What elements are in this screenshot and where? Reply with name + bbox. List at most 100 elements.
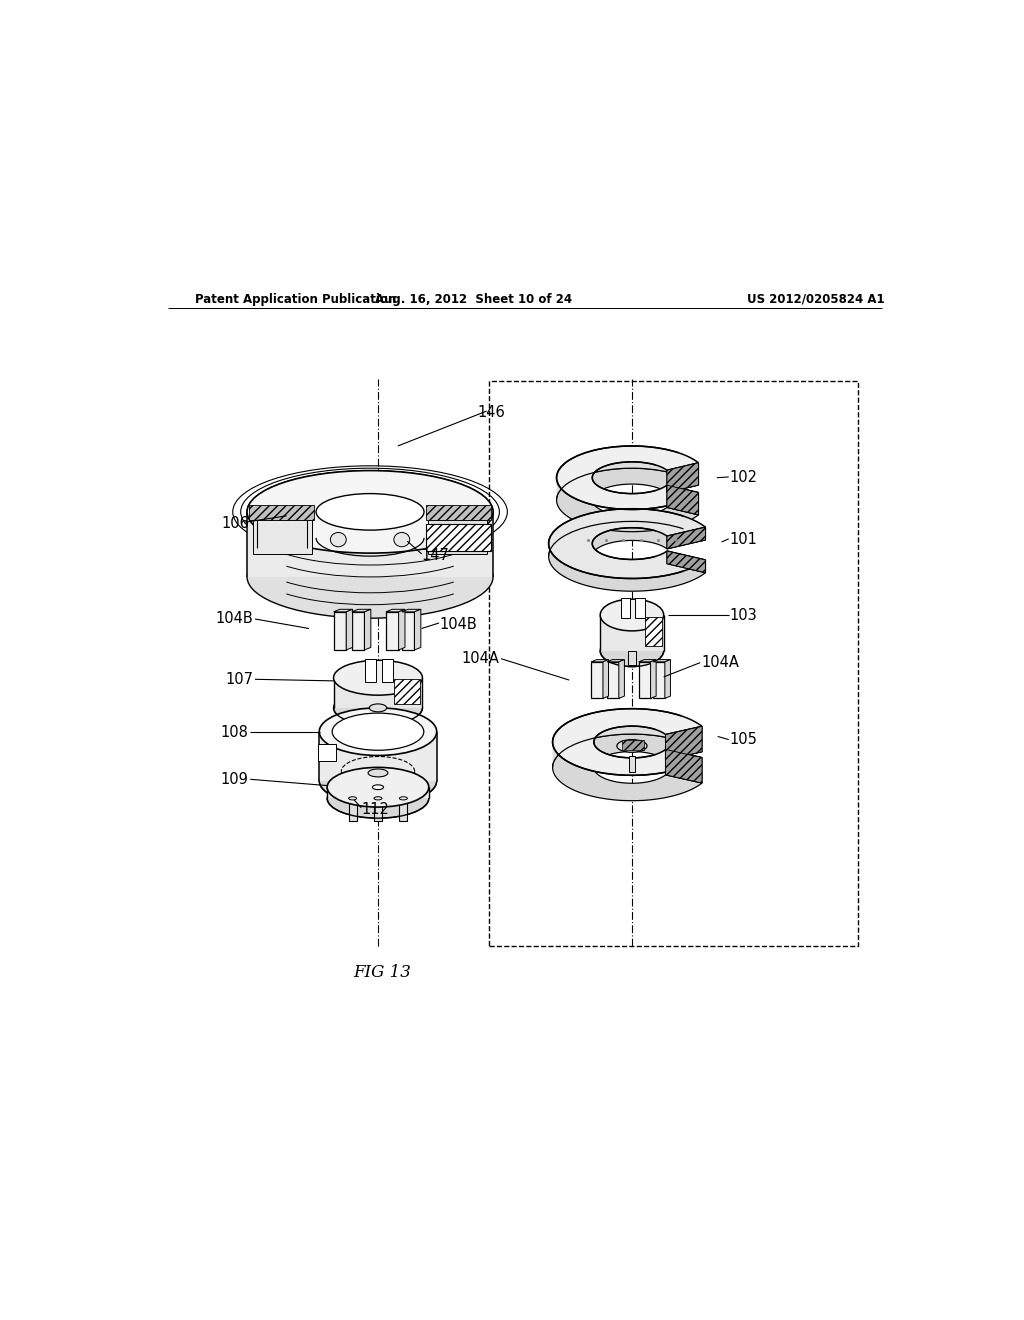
Polygon shape [667,550,706,573]
Polygon shape [426,524,492,550]
Bar [621,598,631,618]
Text: 109: 109 [221,772,249,787]
Text: FIG 13: FIG 13 [353,964,411,981]
Ellipse shape [394,532,410,546]
Polygon shape [334,677,423,708]
Text: 104B: 104B [440,616,477,632]
Ellipse shape [331,532,346,546]
Text: US 2012/0205824 A1: US 2012/0205824 A1 [748,293,885,306]
Polygon shape [249,506,314,520]
Ellipse shape [370,704,387,711]
Polygon shape [553,734,702,801]
Text: 104A: 104A [701,655,739,671]
Bar [352,612,365,649]
Polygon shape [549,508,706,578]
Ellipse shape [319,758,436,805]
Ellipse shape [316,494,424,531]
Polygon shape [401,610,421,612]
Polygon shape [639,660,656,661]
Ellipse shape [374,797,382,800]
Ellipse shape [328,779,429,818]
Ellipse shape [247,471,494,553]
Ellipse shape [616,739,647,752]
Polygon shape [557,446,698,500]
Polygon shape [557,469,698,532]
Polygon shape [666,726,702,760]
Bar [635,598,645,618]
Text: 103: 103 [729,607,758,623]
Polygon shape [629,756,635,772]
Bar [401,612,415,649]
Polygon shape [666,750,702,783]
Text: 102: 102 [729,470,758,486]
Polygon shape [591,660,608,661]
Polygon shape [549,521,706,591]
Bar [639,661,650,698]
Polygon shape [665,660,671,698]
Bar [591,661,603,698]
Ellipse shape [332,713,424,750]
Polygon shape [426,506,492,520]
Polygon shape [394,680,420,704]
Polygon shape [348,799,356,821]
Polygon shape [557,446,698,510]
Polygon shape [365,610,371,649]
Polygon shape [623,741,644,750]
Polygon shape [600,615,664,651]
Polygon shape [650,660,656,698]
Text: 101: 101 [729,532,758,546]
Bar [318,744,336,762]
Polygon shape [667,463,698,492]
Polygon shape [319,731,436,781]
Polygon shape [667,463,698,492]
Polygon shape [667,527,706,549]
Polygon shape [603,660,608,698]
Text: Aug. 16, 2012  Sheet 10 of 24: Aug. 16, 2012 Sheet 10 of 24 [375,293,571,306]
Polygon shape [398,610,404,649]
Polygon shape [653,660,671,661]
Text: 147: 147 [422,548,450,564]
Polygon shape [334,610,352,612]
Ellipse shape [328,767,429,807]
Ellipse shape [600,635,664,667]
Polygon shape [645,618,663,645]
Text: 104B: 104B [216,611,253,627]
Polygon shape [247,512,494,577]
Bar [366,660,377,681]
Polygon shape [399,799,408,821]
Polygon shape [667,550,706,573]
Polygon shape [553,709,702,767]
Text: 112: 112 [361,803,389,817]
Text: 105: 105 [729,733,758,747]
Polygon shape [346,610,352,649]
Polygon shape [328,787,429,799]
Ellipse shape [368,770,388,777]
Text: 104A: 104A [462,651,500,667]
Polygon shape [553,709,702,775]
Polygon shape [386,610,404,612]
Polygon shape [667,527,706,549]
Text: 146: 146 [477,405,505,420]
Polygon shape [666,750,702,783]
Polygon shape [607,660,625,661]
Polygon shape [667,486,698,515]
Bar [607,661,618,698]
Bar [334,612,346,649]
Bar [386,612,398,649]
Polygon shape [667,486,698,515]
Polygon shape [428,520,486,554]
Text: Patent Application Publication: Patent Application Publication [196,293,396,306]
Ellipse shape [319,708,436,755]
Polygon shape [628,651,636,665]
Text: 108: 108 [221,725,249,741]
Polygon shape [253,520,312,554]
Polygon shape [415,610,421,649]
Ellipse shape [334,690,423,725]
Bar [653,661,665,698]
Ellipse shape [334,660,423,696]
Bar [382,660,393,681]
Polygon shape [666,726,702,760]
Bar [489,381,858,946]
Ellipse shape [247,536,494,618]
Text: 106: 106 [221,516,250,531]
